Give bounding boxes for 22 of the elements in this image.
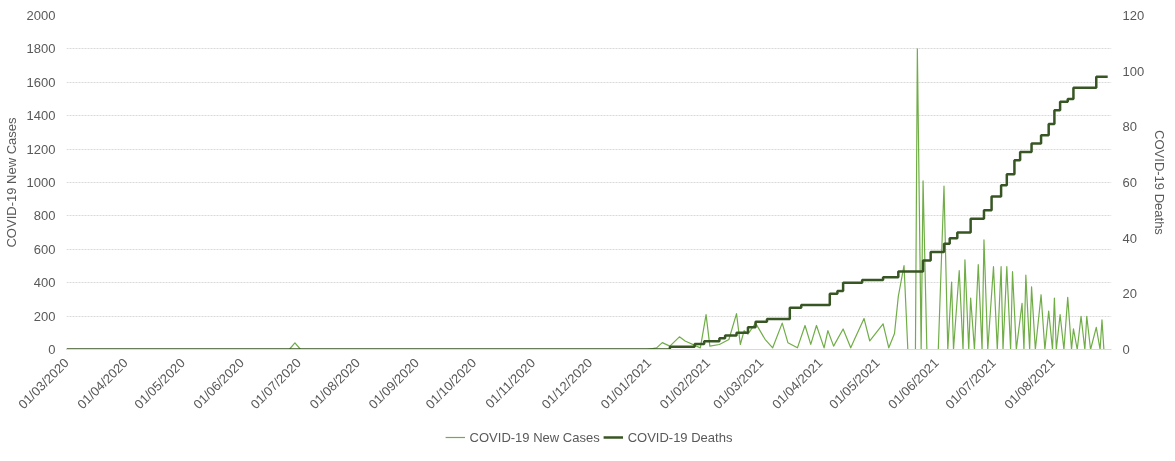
y-tick-label: 2000: [26, 8, 56, 23]
legend-label: COVID-19 Deaths: [627, 429, 733, 445]
y-tick-label: 400: [33, 275, 56, 291]
y-tick-label: 0: [48, 342, 56, 357]
legend-label: COVID-19 New Cases: [469, 429, 600, 445]
y-tick-label: 1200: [26, 141, 56, 157]
y2-tick-label: 40: [1122, 230, 1137, 246]
y2-tick-label: 80: [1122, 119, 1137, 135]
y-tick-label: 1800: [26, 41, 56, 57]
y2-axis-title: COVID-19 Deaths: [1152, 130, 1168, 236]
y2-tick-label: 20: [1122, 286, 1137, 302]
y-tick-label: 800: [33, 208, 56, 224]
y2-tick-label: 100: [1122, 63, 1145, 79]
y-tick-label: 1600: [26, 74, 56, 90]
y-tick-label: 600: [33, 241, 56, 257]
y2-tick-label: 60: [1122, 175, 1137, 190]
y2-tick-label: 0: [1122, 342, 1130, 357]
y-tick-label: 200: [33, 308, 56, 324]
y-tick-label: 1400: [26, 108, 56, 124]
y-tick-label: 1000: [26, 175, 56, 190]
y2-tick-label: 120: [1122, 8, 1145, 23]
y-axis-title: COVID-19 New Cases: [3, 116, 19, 248]
